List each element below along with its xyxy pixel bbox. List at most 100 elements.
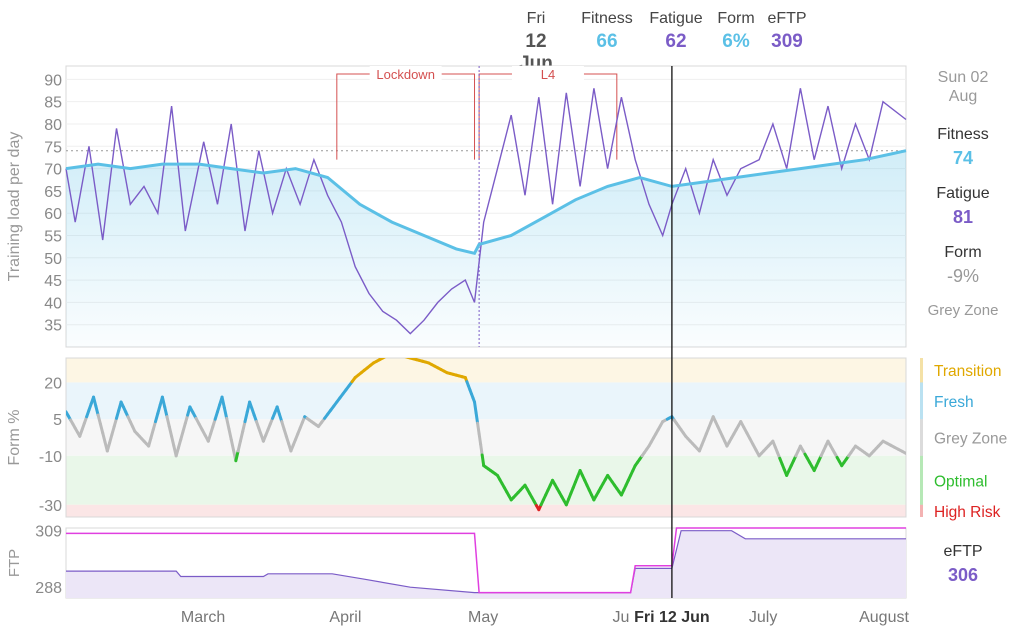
- eftp-area: [66, 530, 906, 598]
- side-date-line2: Aug: [948, 88, 978, 105]
- ftp-tick-label: 309: [35, 524, 62, 541]
- x-tick-label: August: [859, 609, 909, 626]
- form-tick-label: -10: [39, 449, 62, 466]
- header-fatigue-label: Fatigue: [649, 10, 703, 27]
- form-line-segment: [480, 453, 486, 468]
- training-load-tick-label: 55: [44, 228, 62, 245]
- training-load-tick-label: 35: [44, 318, 62, 335]
- form-zone-side-bar: [920, 504, 923, 517]
- form-line-segment: [389, 353, 392, 355]
- form-line-segment: [163, 405, 169, 419]
- eftp-line: [66, 530, 906, 594]
- form-zone-side-bar: [920, 455, 923, 505]
- annotation-label-bg: [511, 66, 584, 82]
- form-line-segment: [165, 415, 171, 428]
- training-load-tick-label: 50: [44, 251, 62, 268]
- ftp-setting-line: [66, 527, 906, 594]
- form-line-segment: [220, 395, 226, 410]
- ftp-panel: 309 288 FTP: [6, 524, 907, 599]
- ftp-tick-label: 288: [35, 580, 62, 597]
- form-line-segment: [386, 355, 389, 357]
- form-line-segment: [98, 422, 105, 435]
- form-line-segment: [401, 356, 404, 357]
- form-zone-label: High Risk: [934, 504, 1001, 521]
- form-zone-label: Transition: [934, 363, 1001, 380]
- form-line-segment: [392, 353, 395, 354]
- form-line-segment: [225, 416, 231, 431]
- side-date: Sun 02 Aug: [908, 68, 1018, 106]
- form-line-segment: [92, 395, 98, 408]
- form-zone-band: [66, 419, 906, 456]
- form-line-segment: [404, 358, 409, 359]
- annotation-label-bg: [369, 66, 442, 82]
- training-load-tick-label: 85: [44, 95, 62, 112]
- form-line-segment: [94, 404, 100, 417]
- header-form-label: Form: [717, 10, 755, 27]
- form-zone-band: [66, 504, 906, 517]
- side-fitness-label: Fitness: [937, 126, 989, 143]
- training-load-tick-label: 40: [44, 295, 62, 312]
- side-zone: Grey Zone: [927, 302, 999, 319]
- header-fatigue: Fatigue 62: [642, 10, 710, 53]
- fitness-line: [65, 149, 907, 256]
- form-panel: Transition Fresh Grey Zone Optimal High Risk…: [6, 353, 1007, 521]
- training-load-axis-label: Training load per day: [6, 132, 23, 282]
- training-load-tick-label: 45: [44, 273, 62, 290]
- side-fitness: Fitness 74: [908, 126, 1018, 169]
- form-zone-side-bar: [920, 419, 923, 456]
- side-form-label: Form: [944, 244, 982, 261]
- form-line-segment: [395, 354, 398, 355]
- form-axis-label: Form %: [6, 410, 23, 466]
- side-eftp: eFTP 306: [908, 543, 1018, 586]
- cursor-date-label: Fri 12 Jun: [634, 609, 710, 626]
- form-zone-band: [66, 382, 906, 420]
- form-tick-label: 20: [44, 375, 62, 392]
- form-zone-label: Grey Zone: [934, 431, 1007, 448]
- header-eftp: eFTP 309: [762, 10, 812, 53]
- training-load-panel: 35 40 45 50 55 60 65 70 75 80 85 90 Training load pe…: [6, 65, 907, 348]
- form-line-segment: [398, 355, 401, 356]
- x-tick-label: July: [749, 609, 777, 626]
- side-form-value: -9%: [946, 266, 979, 286]
- form-line-segment: [476, 421, 481, 436]
- form-line-segment: [160, 395, 167, 409]
- form-line-segment: [477, 432, 483, 446]
- x-tick-label: May: [468, 609, 498, 626]
- form-line-segment: [238, 429, 245, 443]
- training-load-tick-label: 75: [44, 139, 62, 156]
- form-line-segment: [167, 424, 174, 438]
- form-line-segment: [474, 411, 480, 425]
- annotation-label: L4: [541, 67, 555, 82]
- fatigue-line: [65, 88, 907, 335]
- form-line-segment: [479, 442, 484, 457]
- form-line-segment: [96, 413, 102, 426]
- cursor-label-bg: [629, 605, 714, 627]
- form-line-segment: [170, 434, 176, 448]
- form-tick-label: -30: [39, 498, 62, 515]
- form-zone-band: [66, 358, 906, 383]
- form-zone-band: [66, 455, 906, 505]
- form-line-segment: [243, 410, 249, 424]
- form-line-segment: [900, 449, 906, 455]
- form-tick-label: 5: [53, 412, 62, 429]
- side-eftp-label: eFTP: [943, 543, 983, 560]
- x-tick-label: March: [181, 609, 225, 626]
- side-eftp-value: 306: [947, 565, 979, 585]
- ftp-axis-label: FTP: [6, 549, 23, 577]
- header-fitness-label: Fitness: [581, 10, 633, 27]
- form-line-segment: [227, 427, 233, 442]
- side-fatigue-value: 81: [952, 207, 974, 227]
- header-fatigue-value: 62: [665, 31, 687, 52]
- side-fatigue: Fatigue 81: [908, 185, 1018, 228]
- form-zone-label: Optimal: [934, 473, 987, 490]
- header-fitness: Fitness 66: [574, 10, 640, 53]
- form-line-segment: [241, 420, 247, 433]
- header-day: Fri: [526, 10, 546, 27]
- training-load-tick-label: 70: [44, 162, 62, 179]
- header-form-value: 6%: [722, 31, 750, 52]
- form-zone-side-bar: [920, 358, 923, 383]
- form-line-segment: [222, 406, 229, 420]
- header-eftp-label: eFTP: [767, 10, 807, 27]
